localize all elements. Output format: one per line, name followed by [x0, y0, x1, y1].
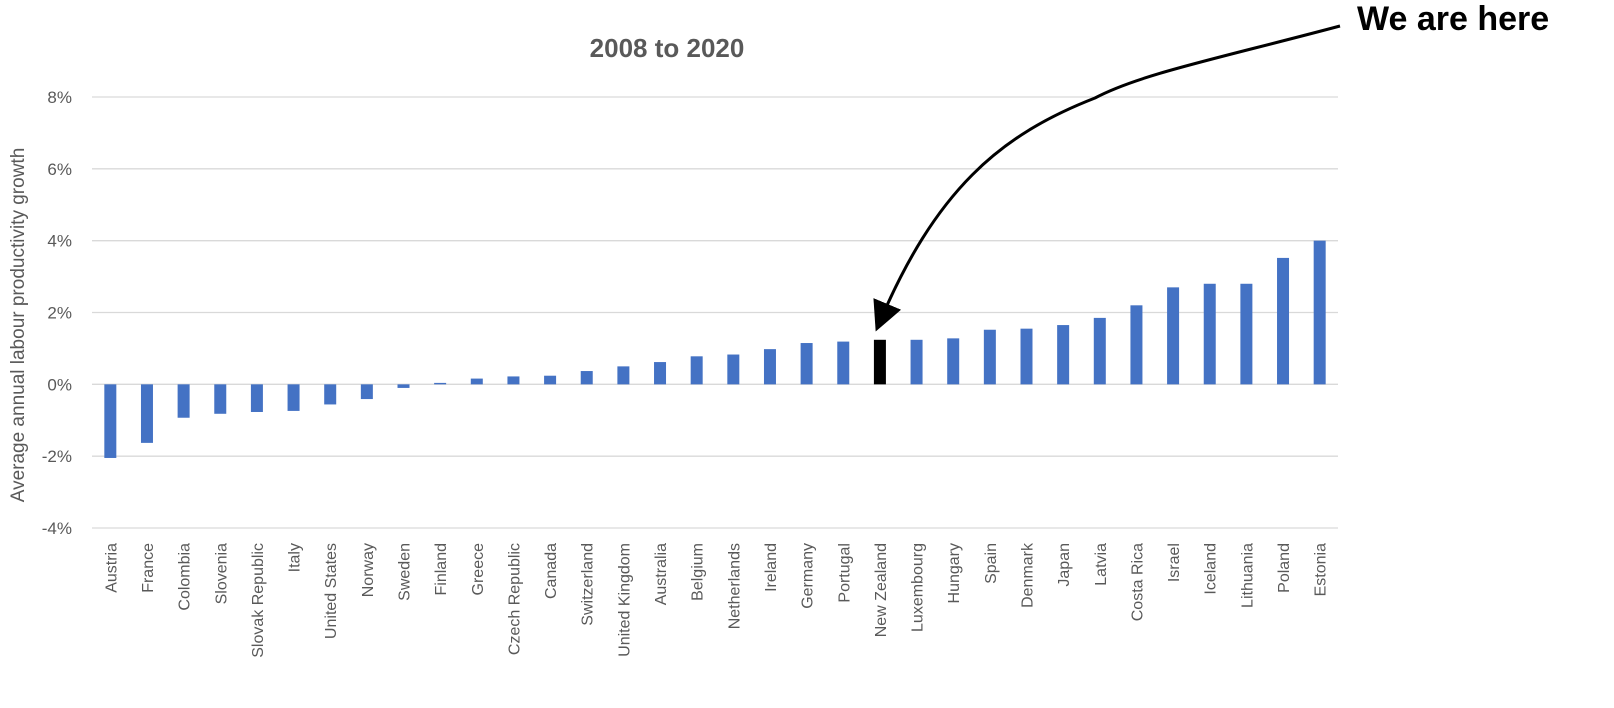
y-tick-label: -2%: [42, 447, 72, 466]
bar-united-states: [324, 384, 337, 405]
x-category-label-luxembourg: Luxembourg: [910, 543, 927, 632]
y-tick-label: 2%: [47, 304, 72, 323]
x-category-label-denmark: Denmark: [1020, 542, 1037, 608]
x-category-label-new-zealand: New Zealand: [873, 543, 890, 637]
bar-slovak-republic: [250, 384, 263, 412]
x-category-label-ireland: Ireland: [763, 543, 780, 592]
x-category-label-france: France: [140, 543, 157, 593]
bar-belgium: [690, 356, 703, 385]
bar-czech-republic: [507, 376, 520, 385]
bar-new-zealand: [873, 339, 886, 385]
bar-austria: [104, 384, 117, 458]
bar-netherlands: [727, 354, 740, 385]
x-category-label-australia: Australia: [653, 543, 670, 605]
x-category-label-estonia: Estonia: [1313, 543, 1330, 596]
callout-arrow: [873, 24, 1341, 332]
x-category-label-united-states: United States: [323, 543, 340, 639]
x-category-label-japan: Japan: [1056, 543, 1073, 587]
bar-italy: [287, 384, 300, 411]
gridlines: [92, 96, 1338, 529]
x-category-label-italy: Italy: [287, 543, 304, 572]
bar-lithuania: [1240, 283, 1253, 385]
bar-canada: [544, 375, 557, 385]
x-category-label-norway: Norway: [360, 543, 377, 597]
bars: [104, 240, 1326, 458]
x-category-label-austria: Austria: [103, 543, 120, 593]
x-category-label-latvia: Latvia: [1093, 543, 1110, 586]
bar-iceland: [1203, 283, 1216, 385]
x-category-label-netherlands: Netherlands: [726, 543, 743, 629]
x-category-label-greece: Greece: [470, 543, 487, 596]
x-category-label-poland: Poland: [1276, 543, 1293, 593]
bar-costa-rica: [1130, 305, 1143, 385]
bar-switzerland: [580, 371, 593, 385]
bar-estonia: [1313, 240, 1326, 385]
x-category-label-israel: Israel: [1166, 543, 1183, 582]
bar-australia: [654, 362, 667, 385]
x-category-label-costa-rica: Costa Rica: [1129, 543, 1146, 621]
y-axis-label: Average annual labour productivity growt…: [8, 148, 29, 503]
y-tick-label: 4%: [47, 232, 72, 251]
x-category-label-hungary: Hungary: [946, 543, 963, 603]
y-tick-label: -4%: [42, 519, 72, 538]
x-category-label-czech-republic: Czech Republic: [506, 543, 523, 655]
chart-title: 2008 to 2020: [590, 33, 745, 63]
x-category-label-lithuania: Lithuania: [1239, 543, 1256, 608]
callout-text: We are here: [1357, 0, 1549, 38]
bar-slovenia: [214, 384, 227, 414]
bar-spain: [983, 329, 996, 385]
x-category-label-portugal: Portugal: [836, 543, 853, 603]
y-tick-label: 6%: [47, 160, 72, 179]
bar-luxembourg: [910, 339, 923, 385]
bar-japan: [1057, 325, 1070, 385]
bar-latvia: [1093, 317, 1106, 385]
x-axis-category-labels: Austria France Colombia Slovenia Slovak Repu…: [103, 542, 1329, 658]
bar-norway: [360, 384, 373, 400]
bar-poland: [1277, 257, 1290, 385]
x-category-label-sweden: Sweden: [397, 543, 414, 601]
bar-germany: [800, 343, 813, 385]
y-tick-label: 0%: [47, 375, 72, 394]
bar-hungary: [947, 338, 960, 385]
bar-greece: [470, 378, 483, 385]
x-category-label-spain: Spain: [983, 543, 1000, 584]
x-category-label-finland: Finland: [433, 543, 450, 595]
bar-colombia: [177, 384, 190, 418]
y-axis-ticks: -4% -2% 0% 2% 4% 6% 8%: [42, 88, 72, 538]
bar-sweden: [397, 384, 410, 388]
bar-israel: [1167, 287, 1180, 385]
bar-ireland: [763, 349, 776, 385]
x-category-label-slovak-republic: Slovak Republic: [250, 543, 267, 658]
bar-france: [140, 384, 153, 443]
x-category-label-switzerland: Switzerland: [580, 543, 597, 626]
x-category-label-colombia: Colombia: [177, 543, 194, 611]
x-category-label-germany: Germany: [800, 543, 817, 609]
bar-portugal: [837, 341, 850, 385]
x-category-label-iceland: Iceland: [1203, 543, 1220, 595]
x-category-label-canada: Canada: [543, 543, 560, 599]
bar-denmark: [1020, 328, 1033, 385]
x-category-label-united-kingdom: United Kingdom: [616, 543, 633, 657]
y-tick-label: 8%: [47, 88, 72, 107]
bar-united-kingdom: [617, 366, 630, 385]
x-category-label-belgium: Belgium: [690, 543, 707, 601]
bar-finland: [434, 382, 447, 385]
x-category-label-slovenia: Slovenia: [213, 543, 230, 604]
